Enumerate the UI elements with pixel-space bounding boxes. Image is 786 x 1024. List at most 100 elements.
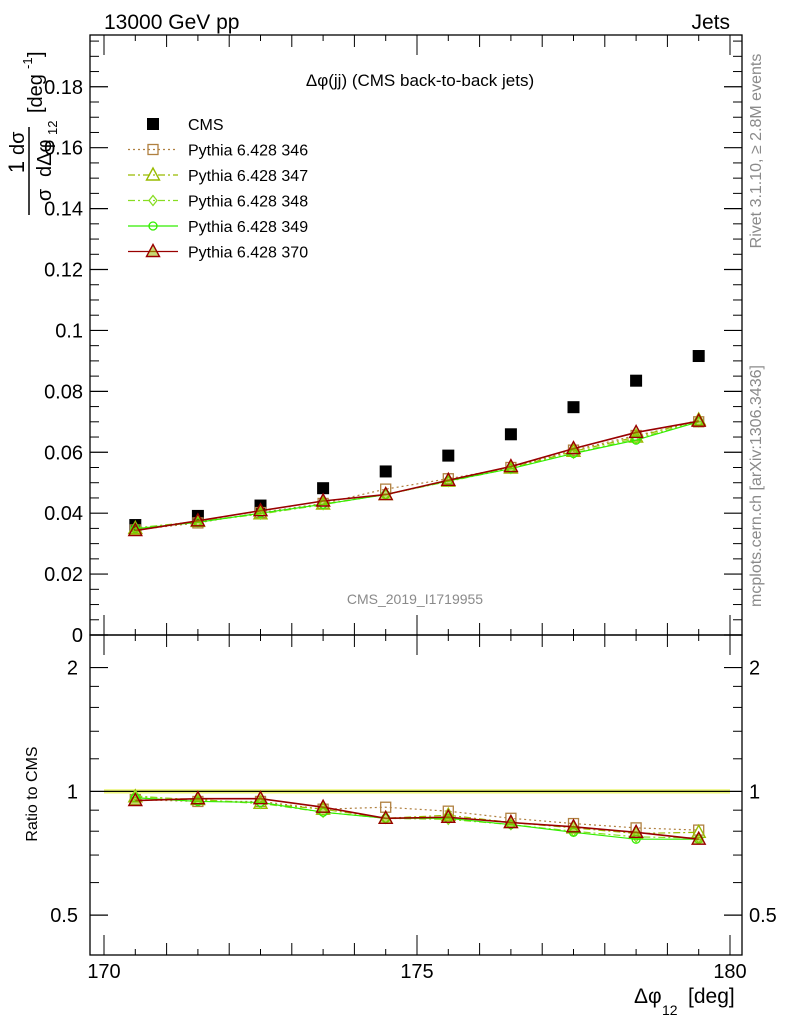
legend-label: Pythia 6.428 370 xyxy=(188,245,308,262)
data-point xyxy=(315,492,331,507)
series-pythia-6-428-349 xyxy=(130,417,704,534)
legend-label: CMS xyxy=(188,117,224,134)
ratio-plot-frame xyxy=(89,634,743,956)
legend-marker xyxy=(148,194,158,207)
data-point xyxy=(628,823,644,839)
ratio-y-tick-label: 0.5 xyxy=(749,905,777,927)
svg-text:[deg: [deg xyxy=(25,74,47,113)
series-line xyxy=(135,420,699,532)
ratio-y-tick-label: 0.5 xyxy=(50,905,78,927)
series-pythia-6-428-347 xyxy=(127,411,707,535)
ratio-band xyxy=(104,789,730,794)
legend-item: CMS xyxy=(147,117,224,134)
y-tick-label: 0.16 xyxy=(44,138,83,160)
data-point xyxy=(127,522,143,537)
legend-label: Pythia 6.428 346 xyxy=(188,143,308,160)
series-line xyxy=(135,798,699,831)
series-line xyxy=(135,419,699,529)
svg-text:-1: -1 xyxy=(20,57,35,69)
data-point xyxy=(379,465,392,478)
energy-label: 13000 GeV pp xyxy=(104,11,239,34)
y-tick-label: 0 xyxy=(72,625,83,647)
plot-title: Δφ(jj) (CMS back-to-back jets) xyxy=(306,71,534,90)
ratio-y-tick-label: 1 xyxy=(749,781,760,803)
ratio-y-tick-label: 2 xyxy=(749,658,760,680)
legend-marker xyxy=(145,166,161,181)
ratio-y-label: Ratio to CMS xyxy=(24,746,41,841)
y-tick-label: 0.06 xyxy=(44,442,83,464)
legend: CMS Pythia 6.428 346 Pythia 6.428 347 Pythi… xyxy=(128,117,308,262)
main-axes: 0 0.02 0.04 0.06 0.08 0.1 0.12 0.14 0.16 0.18 xyxy=(44,35,742,647)
data-point xyxy=(440,808,456,823)
data-point xyxy=(317,482,330,495)
x-tick-label: 175 xyxy=(400,961,433,983)
series-pythia-6-428-370 xyxy=(127,412,707,537)
data-point xyxy=(565,818,582,833)
y-axis-label: 1 σ dσ dΔφ 12 [deg -1 ] xyxy=(4,51,60,215)
svg-text:[deg]: [deg] xyxy=(688,985,735,1008)
data-point xyxy=(628,423,644,439)
data-point xyxy=(567,401,580,414)
data-point xyxy=(691,412,707,427)
legend-item: Pythia 6.428 347 xyxy=(128,166,308,185)
data-point xyxy=(504,428,517,441)
ratio-axes: 170 175 180 0.5 0.5 1 1 2 2 xyxy=(50,635,777,983)
svg-text:dσ: dσ xyxy=(7,131,29,155)
y-tick-label: 0.12 xyxy=(44,260,83,282)
legend-marker xyxy=(145,243,161,258)
legend-label: Pythia 6.428 348 xyxy=(188,194,308,211)
svg-text:12: 12 xyxy=(662,1002,678,1018)
category-label: Jets xyxy=(691,11,730,34)
legend-item: Pythia 6.428 370 xyxy=(128,243,308,262)
data-point xyxy=(692,350,705,363)
data-point xyxy=(252,502,269,517)
legend-item: Pythia 6.428 346 xyxy=(128,143,308,160)
data-point xyxy=(252,790,269,805)
svg-text:]: ] xyxy=(25,51,47,57)
data-point xyxy=(190,512,206,527)
legend-label: Pythia 6.428 349 xyxy=(188,219,308,236)
data-point xyxy=(127,792,143,807)
y-tick-label: 0.04 xyxy=(44,503,83,525)
svg-text:σ: σ xyxy=(34,188,56,201)
svg-text:dΔφ: dΔφ xyxy=(34,140,56,177)
data-point xyxy=(630,374,643,387)
series-line xyxy=(135,421,699,531)
data-point xyxy=(378,809,394,824)
data-point xyxy=(315,798,331,813)
ratio-y-tick-label: 1 xyxy=(67,781,78,803)
x-tick-label: 180 xyxy=(713,961,746,983)
y-tick-label: 0.1 xyxy=(55,320,83,342)
data-point xyxy=(378,486,394,501)
data-point xyxy=(190,790,206,805)
data-point xyxy=(565,440,582,455)
main-series xyxy=(127,350,707,537)
data-point xyxy=(503,458,519,473)
data-point xyxy=(503,814,519,829)
x-axis-label: Δφ 12 [deg] xyxy=(634,985,735,1018)
ratio-series xyxy=(127,788,707,845)
analysis-tag: CMS_2019_I1719955 xyxy=(347,591,483,607)
svg-text:1: 1 xyxy=(4,161,29,173)
svg-text:12: 12 xyxy=(45,121,60,135)
data-point xyxy=(442,449,455,462)
series-pythia-6-428-348 xyxy=(130,415,704,534)
y-tick-label: 0.02 xyxy=(44,564,83,586)
rivet-label: Rivet 3.1.10, ≥ 2.8M events xyxy=(748,54,765,249)
svg-text:Δφ: Δφ xyxy=(634,985,662,1008)
legend-marker xyxy=(147,143,159,156)
ratio-y-tick-label: 2 xyxy=(67,658,78,680)
legend-label: Pythia 6.428 347 xyxy=(188,168,308,185)
mcplots-label: mcplots.cern.ch [arXiv:1306.3436] xyxy=(748,365,765,607)
y-tick-label: 0.08 xyxy=(44,381,83,403)
x-tick-label: 170 xyxy=(87,961,120,983)
legend-item: Pythia 6.428 349 xyxy=(128,219,308,236)
legend-marker xyxy=(148,221,158,231)
series-pythia-6-428-370 xyxy=(127,790,707,845)
y-tick-label: 0.18 xyxy=(44,77,83,99)
data-point xyxy=(440,471,456,486)
y-tick-label: 0.14 xyxy=(44,199,83,221)
legend-marker xyxy=(147,118,159,130)
legend-item: Pythia 6.428 348 xyxy=(128,194,308,211)
